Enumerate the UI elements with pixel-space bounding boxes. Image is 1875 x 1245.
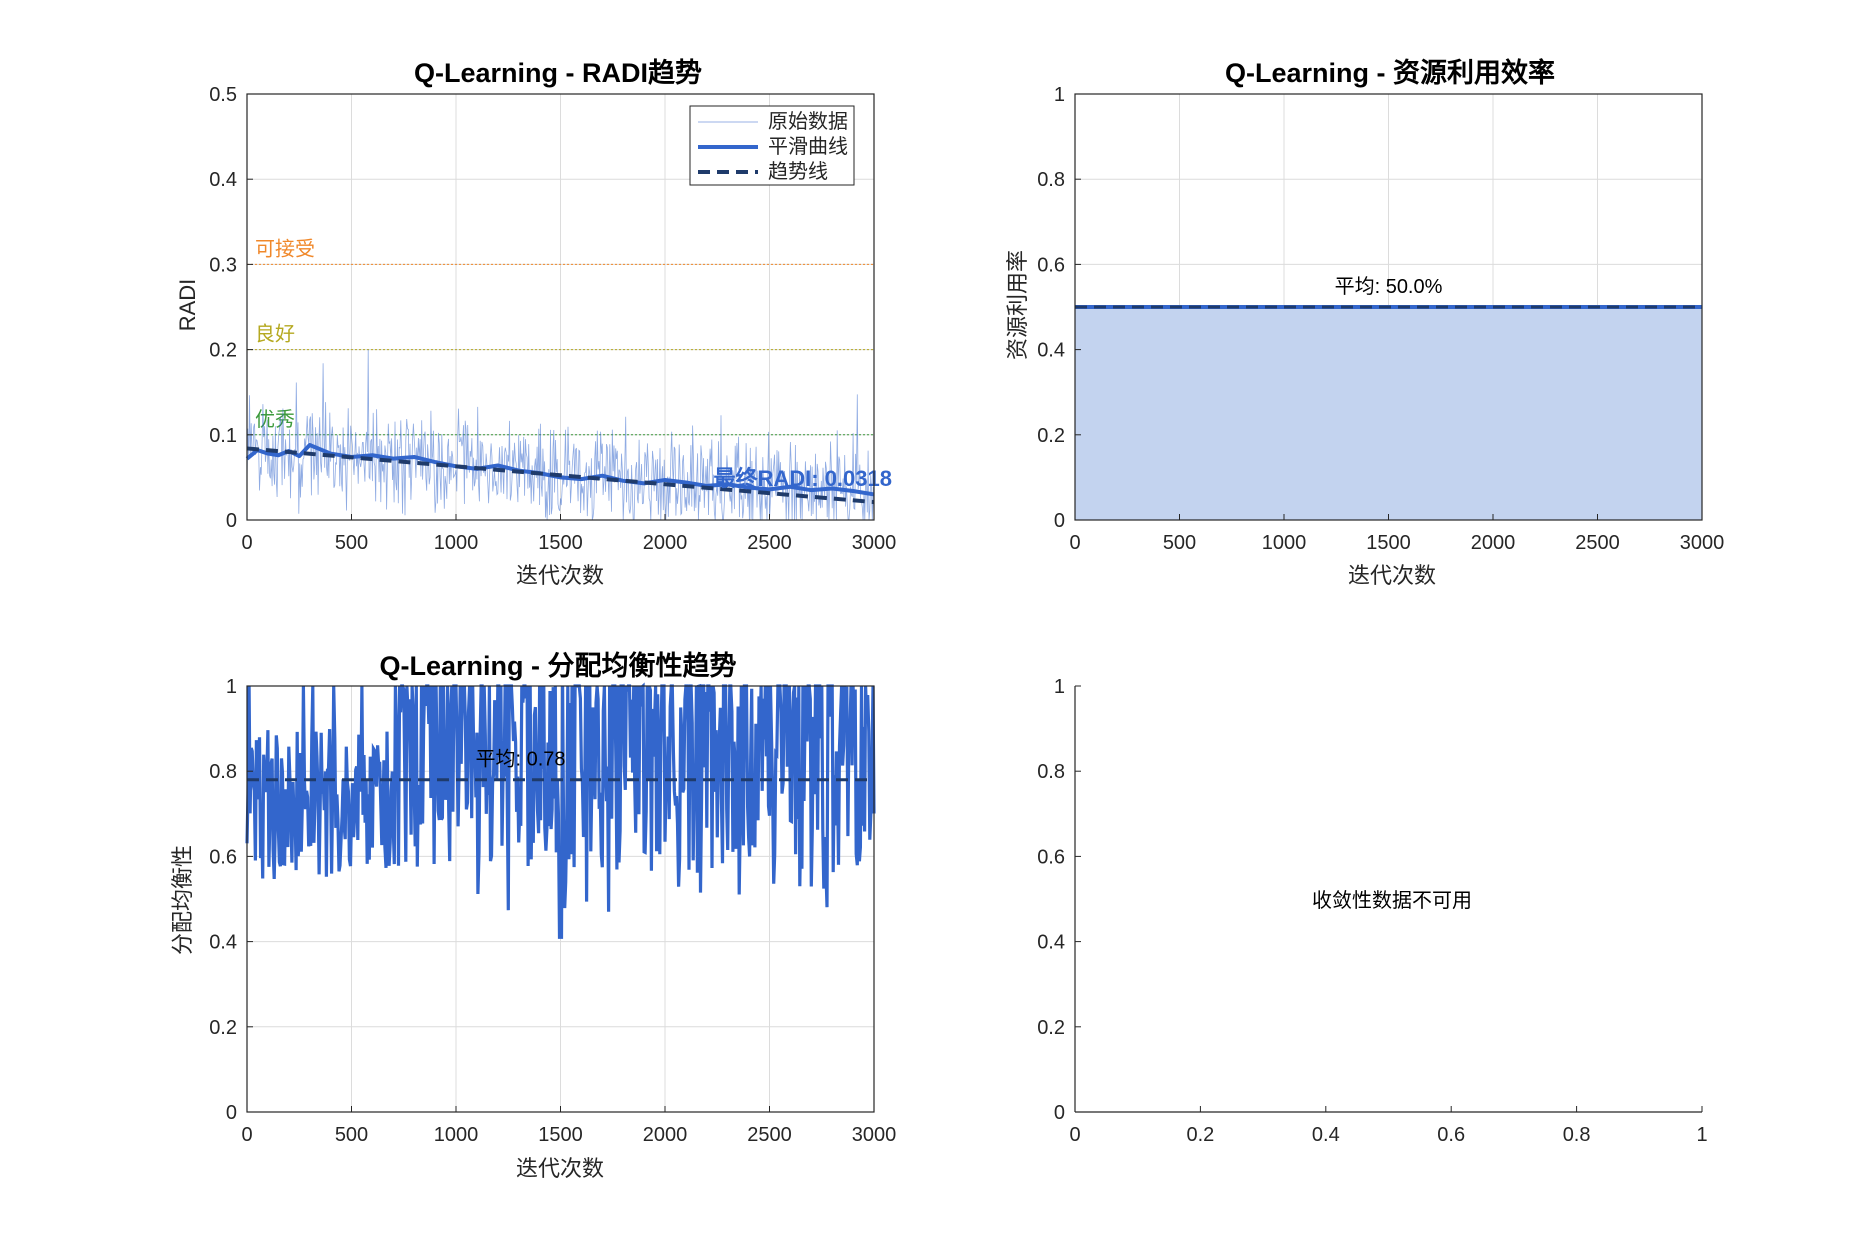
resource-utilization-chart: 平均: 50.0% 0 500 1000 1500 2000 2500 3000 0 0.2 0.4…	[1005, 57, 1724, 588]
y-tick-label: 0	[226, 510, 237, 532]
average-annotation: 平均: 0.78	[475, 748, 565, 771]
legend-raw-label: 原始数据	[768, 110, 848, 133]
y-tick-label: 0.4	[209, 932, 237, 954]
legend-smooth-label: 平滑曲线	[768, 135, 848, 158]
utilization-chart-title: Q-Learning - 资源利用效率	[1225, 57, 1555, 88]
y-tick-label: 1	[1054, 84, 1065, 106]
x-tick-label: 0.4	[1312, 1124, 1340, 1146]
x-tick-label: 2500	[747, 1124, 792, 1146]
radi-y-axis-label: RADI	[175, 279, 200, 332]
x-tick-label: 1500	[1366, 532, 1411, 554]
y-tick-label: 0.6	[1037, 254, 1065, 276]
y-tick-label: 0.6	[1037, 846, 1065, 868]
x-tick-label: 0	[1069, 532, 1080, 554]
x-tick-label: 2500	[747, 532, 792, 554]
x-tick-label: 1500	[538, 1124, 583, 1146]
trend-line	[246, 446, 875, 505]
y-tick-label: 0.4	[1037, 340, 1065, 362]
y-tick-label: 0	[226, 1102, 237, 1124]
y-tick-label: 1	[1054, 676, 1065, 698]
data-layer: 平均: 0.78	[245, 682, 876, 939]
balance-trend-chart: 平均: 0.78 0 500 1000 1500 2000 2500 3000 0 0.2 0.4 0…	[170, 651, 896, 1181]
y-tick-label: 0.8	[1037, 169, 1065, 191]
x-tick-label: 1000	[434, 532, 479, 554]
radi-x-axis-label: 迭代次数	[516, 563, 604, 588]
convergence-chart: 0 0.2 0.4 0.6 0.8 1 0 0.2 0.4 0.6 0.8 1 收敛性数据不可用	[1037, 676, 1707, 1146]
radi-legend: 原始数据 平滑曲线 趋势线	[689, 105, 855, 186]
average-annotation: 平均: 50.0%	[1335, 275, 1443, 298]
x-tick-label: 1	[1696, 1124, 1707, 1146]
y-tick-label: 0.8	[1037, 761, 1065, 783]
x-tick-label: 3000	[1680, 532, 1725, 554]
y-tick-label: 0.5	[209, 84, 237, 106]
threshold-label: 良好	[255, 323, 295, 346]
x-tick-label: 3000	[852, 532, 897, 554]
y-tick-label: 0.6	[209, 846, 237, 868]
x-tick-label: 500	[1163, 532, 1196, 554]
x-tick-label: 0	[1069, 1124, 1080, 1146]
threshold-label: 可接受	[255, 237, 315, 260]
balance-y-axis-label: 分配均衡性	[170, 845, 195, 955]
radi-chart-title: Q-Learning - RADI趋势	[414, 58, 702, 88]
utilization-y-axis-label: 资源利用率	[1005, 250, 1030, 360]
balance-chart-title: Q-Learning - 分配均衡性趋势	[380, 651, 737, 681]
final-radi-annotation: 最终RADI: 0.0318	[713, 466, 892, 491]
y-tick-label: 0.2	[209, 340, 237, 362]
x-tick-label: 3000	[852, 1124, 897, 1146]
y-tick-label: 0	[1054, 1102, 1065, 1124]
utilization-area	[1075, 307, 1702, 520]
threshold-label: 优秀	[255, 408, 295, 431]
x-tick-label: 2000	[1471, 532, 1516, 554]
y-tick-label: 0	[1054, 510, 1065, 532]
x-tick-label: 1000	[434, 1124, 479, 1146]
utilization-x-axis-label: 迭代次数	[1348, 563, 1436, 588]
legend-trend-label: 趋势线	[768, 160, 828, 183]
y-tick-label: 0.2	[1037, 425, 1065, 447]
y-tick-label: 0.2	[209, 1017, 237, 1039]
x-tick-label: 0.2	[1186, 1124, 1214, 1146]
y-tick-label: 0.8	[209, 761, 237, 783]
x-tick-label: 0	[241, 1124, 252, 1146]
y-tick-label: 1	[226, 676, 237, 698]
smooth-curve-line	[245, 443, 875, 497]
x-tick-label: 500	[335, 1124, 368, 1146]
x-tick-label: 1500	[538, 532, 583, 554]
y-tick-label: 0.3	[209, 254, 237, 276]
x-tick-label: 2000	[643, 532, 688, 554]
x-tick-label: 0.6	[1437, 1124, 1465, 1146]
x-tick-label: 2500	[1575, 532, 1620, 554]
balance-data-line	[245, 682, 876, 939]
balance-x-axis-label: 迭代次数	[516, 1156, 604, 1181]
convergence-unavailable-message: 收敛性数据不可用	[1312, 889, 1472, 912]
x-tick-label: 1000	[1262, 532, 1307, 554]
y-tick-label: 0.4	[209, 169, 237, 191]
data-layer: 平均: 50.0%	[1075, 275, 1702, 520]
x-tick-label: 0.8	[1563, 1124, 1591, 1146]
y-tick-label: 0.4	[1037, 932, 1065, 954]
x-tick-label: 0	[241, 532, 252, 554]
y-tick-label: 0.2	[1037, 1017, 1065, 1039]
y-tick-label: 0.1	[209, 425, 237, 447]
x-tick-label: 500	[335, 532, 368, 554]
x-tick-label: 2000	[643, 1124, 688, 1146]
